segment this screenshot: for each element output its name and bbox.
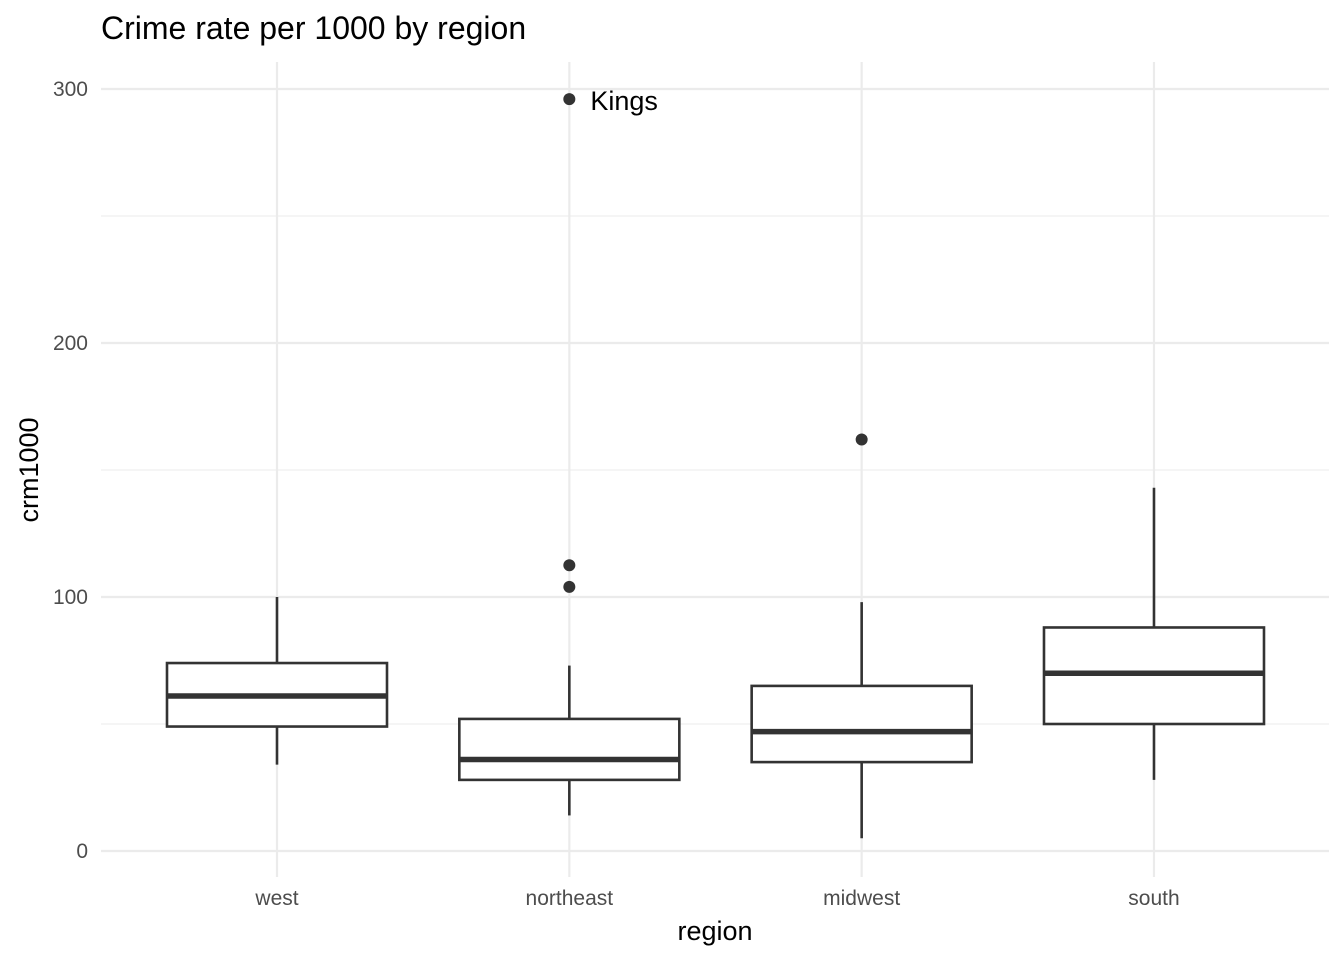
box-northeast	[458, 93, 681, 816]
x-axis-title: region	[677, 916, 752, 946]
box-south	[1042, 487, 1266, 780]
box-west	[165, 597, 389, 765]
y-tick-label: 100	[53, 586, 88, 609]
x-tick-label: midwest	[823, 887, 900, 910]
chart-title: Crime rate per 1000 by region	[101, 10, 526, 46]
annotation-label: Kings	[590, 86, 658, 116]
y-tick-label: 0	[76, 840, 88, 863]
outlier-point	[563, 93, 576, 106]
outlier-point	[855, 433, 868, 446]
x-tick-label: northeast	[526, 887, 614, 910]
outlier-point	[563, 559, 576, 572]
box-iqr	[458, 717, 681, 782]
box-layer	[165, 93, 1266, 839]
y-tick-label: 200	[53, 332, 88, 355]
y-axis-title: crm1000	[14, 417, 44, 522]
x-tick-label: south	[1128, 887, 1179, 910]
y-tick-label: 300	[53, 78, 88, 101]
box-iqr	[750, 684, 973, 764]
outlier-point	[563, 580, 576, 593]
grid-layer	[101, 62, 1329, 877]
box-midwest	[750, 433, 973, 839]
x-tick-label: west	[254, 887, 298, 910]
label-layer: 0 100 200 300 west northeast midwest south Kings	[53, 78, 1180, 910]
